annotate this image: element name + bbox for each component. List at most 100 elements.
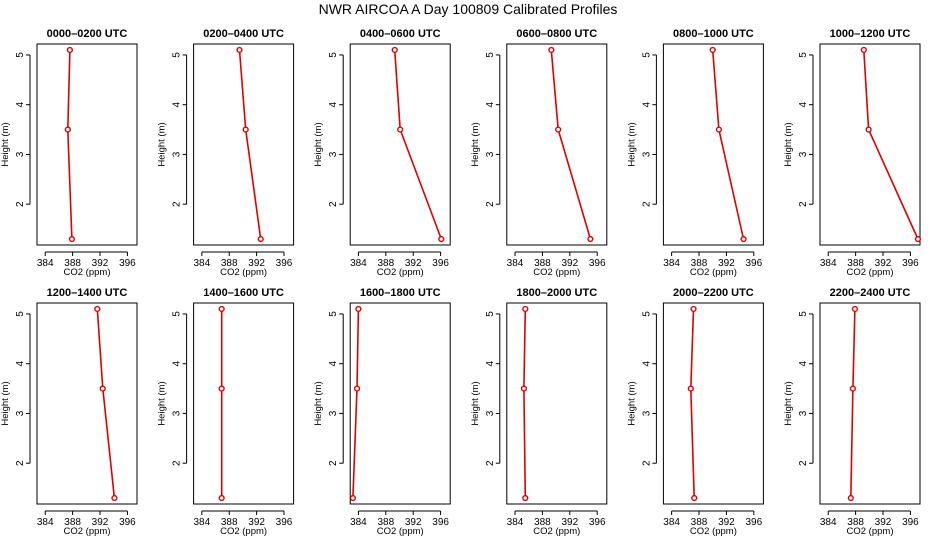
x-tick-label: 392: [405, 517, 422, 528]
y-tick-label: 4: [328, 101, 339, 107]
profile-panel: 1000–1200 UTC 384 388 392 396 CO2 (ppm) 2 3 4 5 He…: [783, 28, 922, 278]
data-point: [522, 494, 529, 502]
profile-panel: 0000–0200 UTC 384 388 392 396 CO2 (ppm) 2 3 4 5 He…: [0, 28, 138, 278]
y-axis-label: Height (m): [470, 381, 481, 425]
x-tick-label: 388: [534, 258, 551, 269]
data-point: [218, 305, 225, 313]
panel-title: 1200–1400 UTC: [47, 287, 128, 299]
y-tick-label: 5: [485, 52, 496, 58]
y-tick-label: 5: [328, 311, 339, 317]
x-tick-label: 384: [820, 517, 837, 528]
x-axis-label: CO2 (ppm): [690, 267, 737, 278]
data-point: [111, 494, 118, 502]
y-tick-label: 2: [485, 201, 496, 207]
x-tick-label: 392: [92, 258, 109, 269]
data-point: [353, 385, 361, 392]
data-point: [438, 235, 445, 243]
x-tick-label: 392: [248, 258, 265, 269]
y-axis-label: Height (m): [0, 381, 11, 425]
y-tick-label: 2: [172, 201, 183, 207]
series-line: [711, 49, 745, 240]
data-point: [687, 385, 694, 392]
x-tick-label: 388: [534, 517, 551, 528]
plot-frame: [349, 302, 451, 505]
data-point: [865, 126, 872, 133]
series-line: [850, 308, 856, 499]
x-axis-label: CO2 (ppm): [377, 526, 424, 537]
x-tick-label: 396: [119, 517, 136, 528]
x-tick-label: 388: [847, 517, 864, 528]
y-tick-label: 5: [798, 52, 809, 58]
x-tick-label: 396: [119, 258, 136, 269]
x-axis-label: CO2 (ppm): [64, 267, 111, 278]
panel-title: 2000–2200 UTC: [673, 287, 754, 299]
plot-frame: [819, 302, 921, 505]
panel-grid: 0000–0200 UTC 384 388 392 396 CO2 (ppm) 2 3 4 5 He…: [0, 28, 922, 537]
y-axis-label: Height (m): [313, 122, 324, 166]
y-tick-label: 5: [485, 311, 496, 317]
y-tick-label: 3: [798, 151, 809, 157]
data-point: [522, 305, 529, 313]
y-tick-label: 3: [328, 151, 339, 157]
plot-frame: [662, 302, 764, 505]
plot-frame: [36, 302, 138, 505]
x-tick-label: 388: [691, 517, 708, 528]
x-tick-label: 384: [663, 258, 680, 269]
panel-title: 2200–2400 UTC: [830, 287, 911, 299]
y-tick-label: 4: [641, 360, 652, 366]
data-point: [851, 305, 859, 313]
x-tick-label: 384: [507, 517, 524, 528]
data-point: [849, 385, 856, 392]
profile-panel: 0400–0600 UTC 384 388 392 396 CO2 (ppm) 2 3 4 5 He…: [313, 28, 451, 278]
y-axis-label: Height (m): [626, 381, 637, 425]
y-tick-label: 3: [328, 410, 339, 416]
data-point: [847, 494, 854, 502]
panel-title: 0600–0800 UTC: [516, 28, 597, 40]
y-tick-label: 3: [485, 151, 496, 157]
y-tick-label: 3: [798, 410, 809, 416]
y-tick-label: 3: [15, 410, 26, 416]
x-tick-label: 388: [64, 258, 81, 269]
data-point: [242, 126, 249, 133]
x-axis-label: CO2 (ppm): [64, 526, 111, 537]
y-tick-label: 3: [15, 151, 26, 157]
x-tick-label: 392: [875, 258, 892, 269]
x-axis-label: CO2 (ppm): [220, 267, 267, 278]
y-tick-label: 2: [328, 460, 339, 466]
y-tick-label: 2: [485, 460, 496, 466]
figure-title: NWR AIRCOA A Day 100809 Calibrated Profi…: [319, 1, 618, 17]
y-tick-label: 3: [485, 410, 496, 416]
y-tick-label: 3: [641, 151, 652, 157]
y-tick-label: 4: [15, 360, 26, 366]
panel-title: 0800–1000 UTC: [673, 28, 754, 40]
x-axis-label: CO2 (ppm): [533, 526, 580, 537]
series-line: [550, 49, 592, 240]
series-line: [96, 308, 116, 499]
x-tick-label: 384: [350, 517, 367, 528]
data-point: [64, 126, 71, 133]
data-point: [66, 46, 73, 54]
y-axis-label: Height (m): [470, 122, 481, 166]
x-axis-label: CO2 (ppm): [377, 267, 424, 278]
data-point: [391, 46, 398, 54]
x-tick-label: 384: [37, 258, 54, 269]
data-point: [548, 46, 555, 54]
data-point: [709, 46, 716, 54]
y-tick-label: 4: [172, 360, 183, 366]
x-tick-label: 396: [589, 258, 606, 269]
x-tick-label: 396: [745, 258, 762, 269]
y-tick-label: 2: [641, 460, 652, 466]
x-tick-label: 392: [405, 258, 422, 269]
series-line: [66, 49, 73, 240]
data-point: [397, 126, 404, 133]
series-line: [393, 49, 443, 240]
x-tick-label: 396: [276, 258, 293, 269]
data-point: [520, 385, 528, 392]
panel-title: 1800–2000 UTC: [516, 287, 597, 299]
panel-title: 0200–0400 UTC: [203, 28, 284, 40]
panel-title: 1000–1200 UTC: [830, 28, 911, 40]
panel-title: 0000–0200 UTC: [47, 28, 128, 40]
y-tick-label: 5: [172, 311, 183, 317]
y-tick-label: 5: [798, 311, 809, 317]
profile-panel: 1800–2000 UTC 384 388 392 396 CO2 (ppm) 2 3 4 5 He…: [470, 287, 608, 537]
